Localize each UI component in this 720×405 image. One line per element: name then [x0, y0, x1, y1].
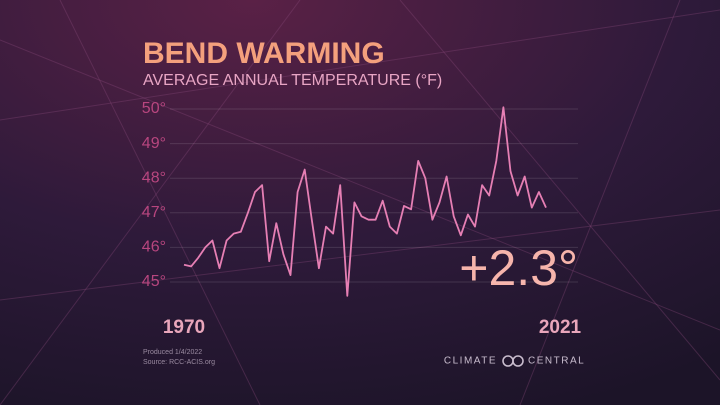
annotation: +2.3°: [459, 240, 578, 296]
y-tick-label: 48°: [142, 169, 166, 186]
credit: Produced 1/4/2022: [143, 349, 202, 356]
brand: CLIMATE: [444, 356, 497, 367]
y-tick-label: 50°: [142, 100, 166, 117]
x-tick-label: 1970: [163, 317, 205, 338]
y-tick-label: 49°: [142, 135, 166, 152]
chart-subtitle: AVERAGE ANNUAL TEMPERATURE (°F): [143, 72, 442, 89]
y-tick-label: 46°: [142, 239, 166, 256]
y-tick-label: 47°: [142, 204, 166, 221]
x-tick-label: 2021: [539, 317, 582, 338]
y-tick-label: 45°: [142, 273, 166, 290]
line: [183, 106, 547, 297]
chart-title: BEND WARMING: [143, 37, 385, 70]
brand: CENTRAL: [528, 356, 585, 367]
credit: Source: RCC-ACIS.org: [143, 359, 215, 366]
brand-logo: [502, 355, 524, 367]
